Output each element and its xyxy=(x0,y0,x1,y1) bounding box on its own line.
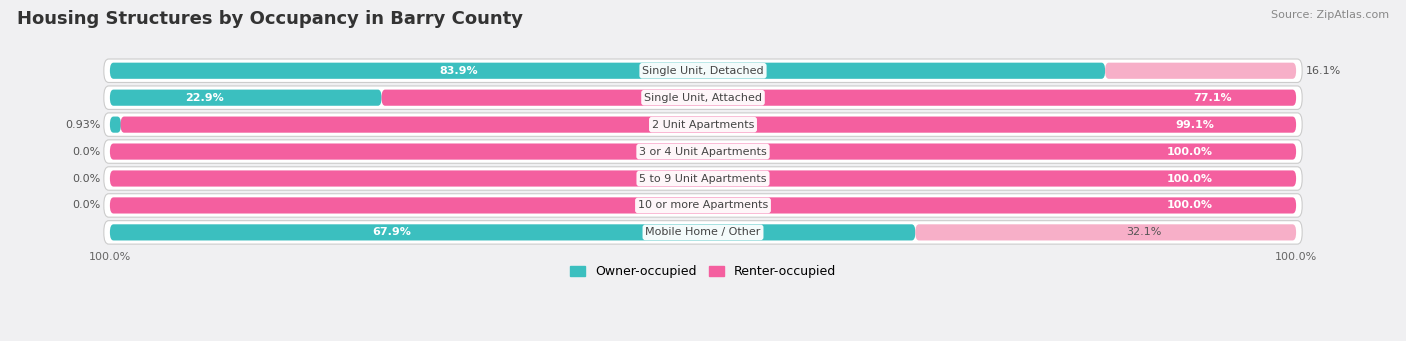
Text: 3 or 4 Unit Apartments: 3 or 4 Unit Apartments xyxy=(640,147,766,157)
Legend: Owner-occupied, Renter-occupied: Owner-occupied, Renter-occupied xyxy=(565,260,841,283)
Text: Mobile Home / Other: Mobile Home / Other xyxy=(645,227,761,237)
FancyBboxPatch shape xyxy=(121,117,1296,133)
Text: 83.9%: 83.9% xyxy=(439,66,478,76)
FancyBboxPatch shape xyxy=(110,197,1296,213)
FancyBboxPatch shape xyxy=(104,140,1302,163)
Text: Source: ZipAtlas.com: Source: ZipAtlas.com xyxy=(1271,10,1389,20)
FancyBboxPatch shape xyxy=(110,63,1105,79)
Text: 0.93%: 0.93% xyxy=(65,120,100,130)
FancyBboxPatch shape xyxy=(110,224,915,240)
Text: 5 to 9 Unit Apartments: 5 to 9 Unit Apartments xyxy=(640,174,766,183)
FancyBboxPatch shape xyxy=(104,113,1302,136)
FancyBboxPatch shape xyxy=(104,59,1302,83)
FancyBboxPatch shape xyxy=(104,86,1302,109)
Text: 10 or more Apartments: 10 or more Apartments xyxy=(638,201,768,210)
Text: 32.1%: 32.1% xyxy=(1126,227,1161,237)
FancyBboxPatch shape xyxy=(110,170,1296,187)
Text: 2 Unit Apartments: 2 Unit Apartments xyxy=(652,120,754,130)
Text: 0.0%: 0.0% xyxy=(72,174,100,183)
Text: Single Unit, Attached: Single Unit, Attached xyxy=(644,93,762,103)
Text: 22.9%: 22.9% xyxy=(186,93,225,103)
Text: 77.1%: 77.1% xyxy=(1194,93,1232,103)
FancyBboxPatch shape xyxy=(104,194,1302,217)
Text: Housing Structures by Occupancy in Barry County: Housing Structures by Occupancy in Barry… xyxy=(17,10,523,28)
FancyBboxPatch shape xyxy=(110,90,381,106)
FancyBboxPatch shape xyxy=(104,221,1302,244)
FancyBboxPatch shape xyxy=(915,224,1296,240)
FancyBboxPatch shape xyxy=(1105,63,1296,79)
Text: 100.0%: 100.0% xyxy=(1167,201,1213,210)
FancyBboxPatch shape xyxy=(110,117,121,133)
FancyBboxPatch shape xyxy=(110,144,1296,160)
Text: 0.0%: 0.0% xyxy=(72,147,100,157)
Text: 100.0%: 100.0% xyxy=(1167,147,1213,157)
Text: Single Unit, Detached: Single Unit, Detached xyxy=(643,66,763,76)
FancyBboxPatch shape xyxy=(381,90,1296,106)
Text: 0.0%: 0.0% xyxy=(72,201,100,210)
FancyBboxPatch shape xyxy=(104,167,1302,190)
Text: 99.1%: 99.1% xyxy=(1175,120,1213,130)
Text: 67.9%: 67.9% xyxy=(373,227,411,237)
Text: 100.0%: 100.0% xyxy=(1167,174,1213,183)
Text: 16.1%: 16.1% xyxy=(1306,66,1341,76)
